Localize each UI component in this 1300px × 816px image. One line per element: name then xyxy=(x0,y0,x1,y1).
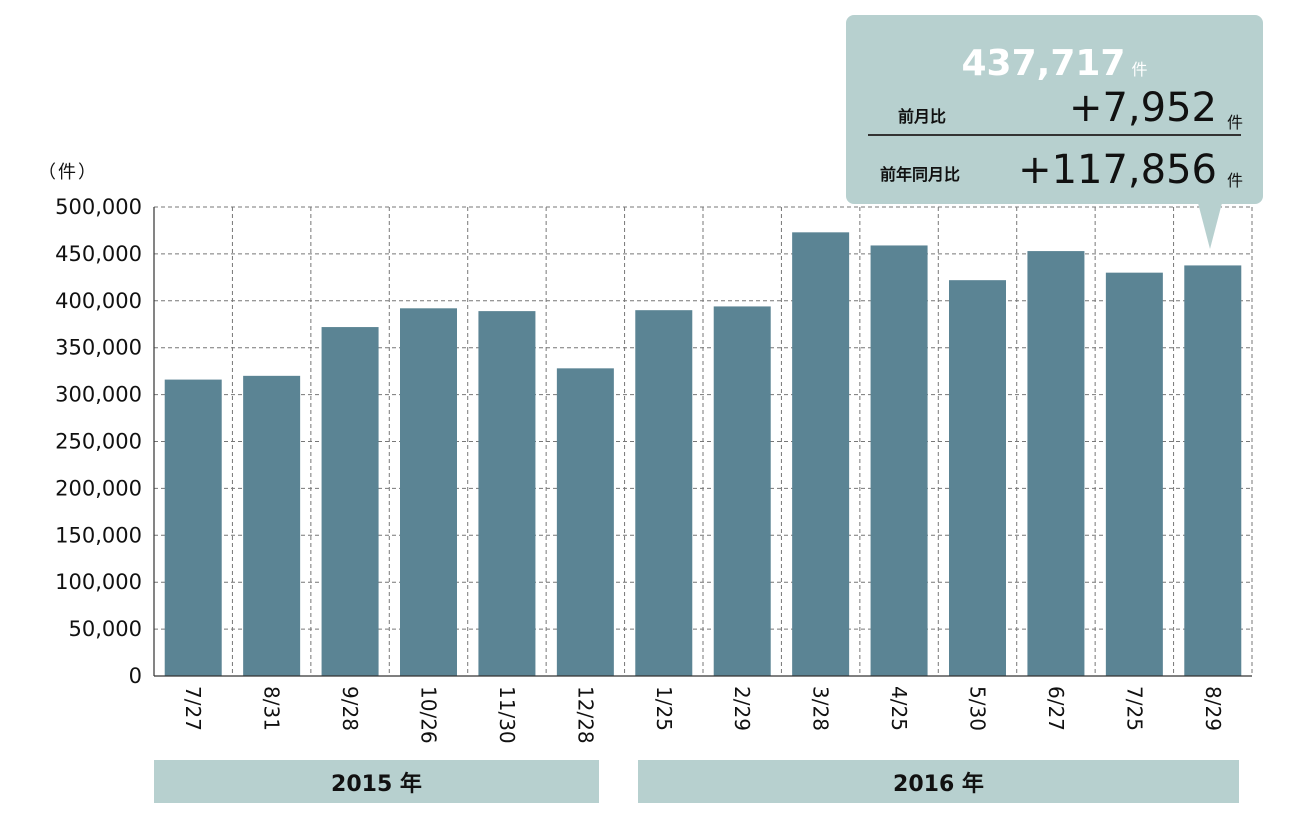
y-tick-label: 0 xyxy=(129,664,142,688)
year-band-2015: 2015 年 xyxy=(154,760,599,803)
callout-pointer xyxy=(1198,203,1222,249)
callout-total-value: 437,717 xyxy=(961,43,1126,84)
x-tick-label: 11/30 xyxy=(495,686,519,744)
x-tick-label: 9/28 xyxy=(338,686,362,731)
bar-6-27 xyxy=(1027,251,1085,676)
bar-8-31 xyxy=(243,375,301,676)
x-tick-label: 7/25 xyxy=(1122,686,1146,731)
callout-mom-value: +7,952 xyxy=(1068,85,1217,131)
y-axis-unit-label: （件） xyxy=(38,162,98,183)
callout-yoy-value: +117,856 xyxy=(1018,147,1217,193)
bar-3-28 xyxy=(792,232,850,677)
x-tick-label: 2/29 xyxy=(730,686,754,731)
y-tick-label: 100,000 xyxy=(55,570,142,594)
bar-10-26 xyxy=(400,308,457,676)
y-tick-label: 450,000 xyxy=(55,242,142,266)
y-tick-label: 350,000 xyxy=(55,336,142,360)
y-tick-label: 150,000 xyxy=(55,523,142,547)
y-tick-label: 250,000 xyxy=(55,430,142,454)
x-tick-label: 8/31 xyxy=(260,686,284,731)
x-tick-label: 7/27 xyxy=(181,686,205,731)
y-tick-label: 300,000 xyxy=(55,383,142,407)
callout-total-unit: 件 xyxy=(1131,60,1148,79)
latest-value-callout: 437,717 件 前月比 +7,952 件 前年同月比 +117,856 件 xyxy=(846,15,1263,204)
bar-2-29 xyxy=(713,306,771,676)
y-tick-label: 500,000 xyxy=(55,195,142,219)
callout-total: 437,717 件 xyxy=(846,43,1263,84)
callout-mom-label: 前月比 xyxy=(898,107,947,126)
callout-divider xyxy=(868,134,1241,136)
callout-yoy-row: 前年同月比 +117,856 件 xyxy=(846,143,1263,193)
callout-yoy-label: 前年同月比 xyxy=(880,165,961,184)
bar-8-29 xyxy=(1184,265,1242,676)
year-label-2015: 2015 年 xyxy=(331,771,422,797)
callout-mom-row: 前月比 +7,952 件 xyxy=(846,85,1263,135)
x-tick-label: 12/28 xyxy=(573,686,597,744)
bar-12-28 xyxy=(556,368,614,676)
bar-11-30 xyxy=(478,311,536,676)
x-tick-label: 5/30 xyxy=(966,686,990,731)
bar-4-25 xyxy=(870,245,928,676)
x-tick-label: 10/26 xyxy=(417,686,441,744)
x-tick-label: 8/29 xyxy=(1201,686,1225,731)
x-tick-label: 4/25 xyxy=(887,686,911,731)
year-label-2016: 2016 年 xyxy=(893,771,984,797)
bar-7-27 xyxy=(164,379,222,676)
bar-7-25 xyxy=(1105,272,1163,676)
bar-5-30 xyxy=(949,280,1006,676)
bar-9-28 xyxy=(321,327,379,676)
x-tick-label: 1/25 xyxy=(652,686,676,731)
bar-1-25 xyxy=(635,310,693,676)
y-tick-label: 400,000 xyxy=(55,289,142,313)
x-tick-label: 6/27 xyxy=(1044,686,1068,731)
y-tick-label: 200,000 xyxy=(55,476,142,500)
year-band-2016: 2016 年 xyxy=(638,760,1239,803)
callout-mom-unit: 件 xyxy=(1226,113,1243,132)
y-tick-label: 50,000 xyxy=(69,617,142,641)
x-tick-label: 3/28 xyxy=(809,686,833,731)
callout-yoy-unit: 件 xyxy=(1226,171,1243,190)
